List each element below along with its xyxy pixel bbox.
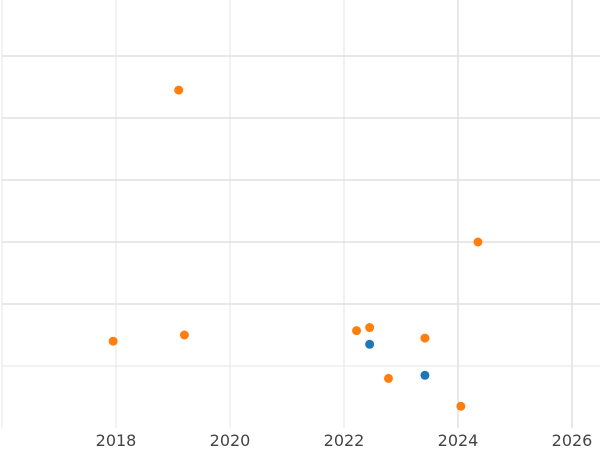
data-point-s1-3: [352, 326, 362, 336]
data-point-s1-5: [383, 373, 393, 383]
data-point-s1-8: [473, 237, 483, 247]
data-point-s1-6: [420, 333, 430, 343]
data-point-s1-7: [456, 401, 466, 411]
x-tick-label-2026: 2026: [552, 431, 593, 450]
data-point-s1-0: [108, 336, 118, 346]
data-points: [108, 85, 483, 411]
x-tick-label-2022: 2022: [324, 431, 365, 450]
data-point-s1-4: [365, 323, 375, 333]
x-tick-label-2018: 2018: [96, 431, 137, 450]
data-point-s0-1: [420, 370, 430, 380]
data-point-s1-2: [179, 330, 189, 340]
grid: [1, 0, 600, 428]
data-point-s1-1: [174, 85, 184, 95]
x-axis-tick-labels: 2018 2020 2022 2024 2026: [96, 431, 593, 450]
data-point-s0-0: [365, 339, 375, 349]
x-tick-label-2020: 2020: [210, 431, 251, 450]
x-tick-label-2024: 2024: [438, 431, 479, 450]
